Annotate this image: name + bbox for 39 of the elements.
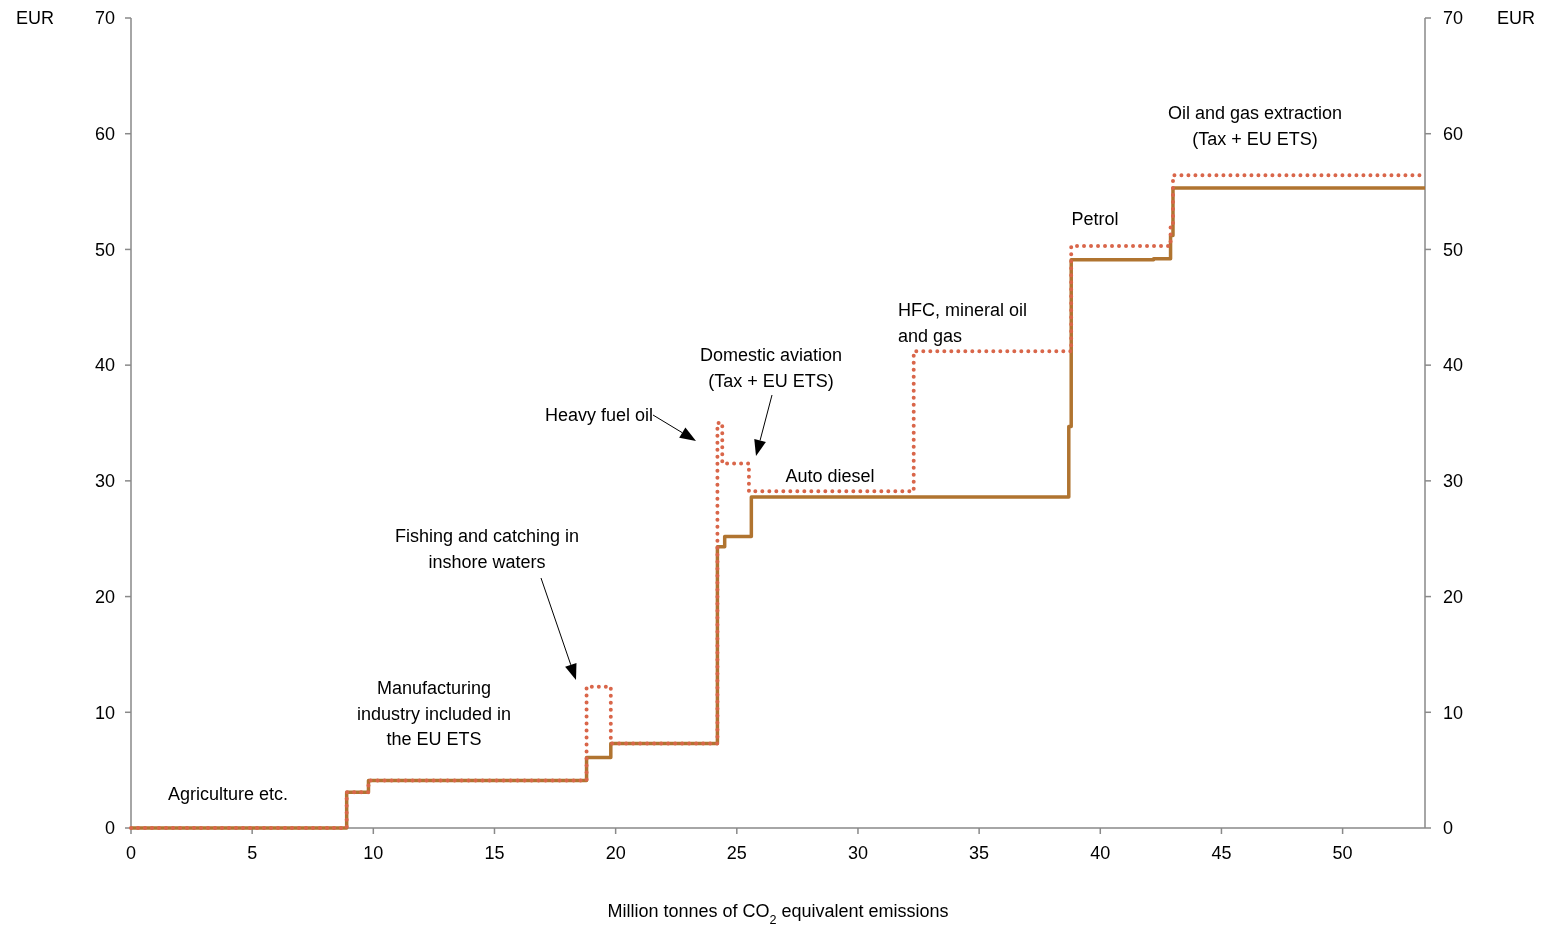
x-tick-label: 35 [969,843,990,863]
y-tick-label: 20 [94,586,115,607]
x-tick-label: 50 [1332,843,1353,863]
y-axis-title: EUR [15,8,55,29]
x-tick-label: 10 [363,843,384,863]
y-tick-label: 60 [94,124,115,145]
x-tick-label: 15 [484,843,505,863]
x-axis-title: Million tonnes of CO$_{2}$ equivalent emissions [607,901,949,925]
annotation: Oil and gas extraction (Tax + EU ETS) [1167,103,1343,149]
y-tick-label: 50 [94,239,115,260]
annotation: Heavy fuel oil [544,405,653,425]
x-tick-label: 25 [726,843,747,863]
annotation: Manufacturing industry included in the EU ETS [356,678,512,749]
y-tick-label: 10 [94,702,115,723]
y2-tick-label: 20 [1443,586,1464,607]
y2-tick-label: 10 [1443,702,1464,723]
annotation: Petrol [1071,209,1119,229]
y2-axis-title: EUR [1496,8,1536,29]
x-tick-label: 5 [247,843,258,863]
y-tick-label: 0 [104,818,115,839]
x-tick-label: 45 [1211,843,1232,863]
y2-tick-label: 60 [1443,124,1464,145]
y2-tick-label: 50 [1443,239,1464,260]
y2-tick-label: 0 [1443,818,1454,839]
x-tick-label: 30 [847,843,868,863]
annotation: HFC, mineral oil and gas [898,300,1028,346]
x-tick-label: 40 [1090,843,1111,863]
annotation: Fishing and catching in inshore waters [394,526,580,572]
annotation: Agriculture etc. [167,784,289,804]
x-tick-label: 20 [605,843,626,863]
x-tick-label: 0 [125,843,137,863]
y2-tick-label: 70 [1443,8,1464,29]
y2-tick-label: 40 [1443,355,1464,376]
annotation: Domestic aviation (Tax + EU ETS) [699,345,843,391]
y-tick-label: 40 [94,355,115,376]
y2-tick-label: 30 [1443,471,1464,492]
annotation: Auto diesel [785,466,875,486]
y-tick-label: 70 [94,8,115,29]
y-tick-label: 30 [94,471,115,492]
